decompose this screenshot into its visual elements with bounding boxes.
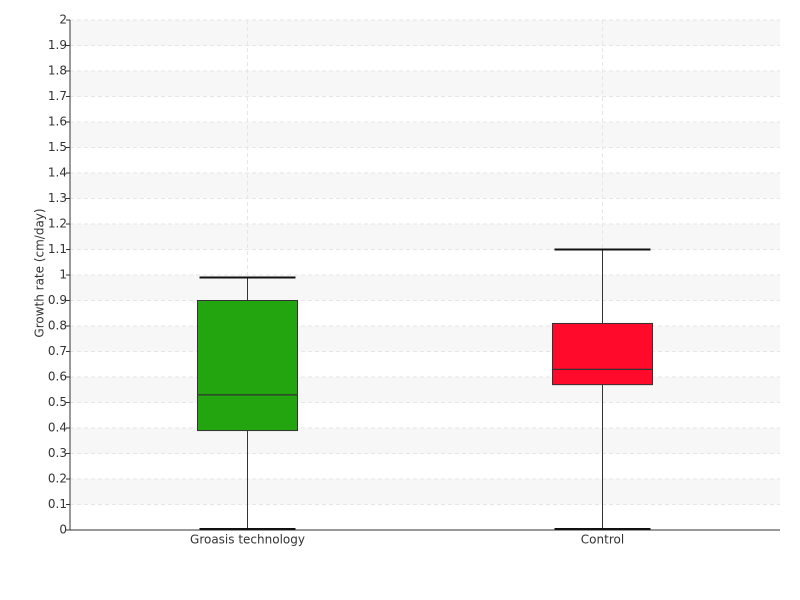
y-tick-label: 1.6: [48, 115, 67, 129]
y-tick-label: 1.3: [48, 191, 67, 205]
grid-band: [70, 20, 780, 46]
y-tick-label: 1.2: [48, 217, 67, 231]
box: [552, 322, 653, 386]
y-tick-label: 0.3: [48, 446, 67, 460]
x-tick-label: Control: [581, 533, 624, 547]
grid-band: [70, 428, 780, 454]
y-axis-label: Growth rate (cm/day): [33, 208, 47, 337]
y-tick-label: 0.9: [48, 293, 67, 307]
grid-band: [70, 71, 780, 97]
grid-band: [70, 377, 780, 403]
grid-band: [70, 122, 780, 148]
y-tick-label: 1.9: [48, 38, 67, 52]
y-tick-label: 1.5: [48, 140, 67, 154]
y-tick-label: 0.4: [48, 421, 67, 435]
grid-band: [70, 224, 780, 250]
grid-band: [70, 326, 780, 352]
y-tick-label: 0.1: [48, 497, 67, 511]
grid-band: [70, 479, 780, 505]
y-tick-label: 0: [59, 523, 67, 537]
grid-band: [70, 173, 780, 199]
y-tick-label: 2: [59, 13, 67, 27]
y-tick-label: 0.2: [48, 472, 67, 486]
box: [197, 300, 298, 432]
y-tick-label: 0.6: [48, 370, 67, 384]
y-tick-label: 1.8: [48, 64, 67, 78]
y-tick-label: 1: [59, 268, 67, 282]
y-tick-label: 1.7: [48, 89, 67, 103]
y-tick-label: 0.8: [48, 319, 67, 333]
y-tick-label: 1.1: [48, 242, 67, 256]
y-tick-label: 0.5: [48, 395, 67, 409]
x-tick-label: Groasis technology: [190, 533, 305, 547]
y-tick-label: 0.7: [48, 344, 67, 358]
y-tick-label: 1.4: [48, 166, 67, 180]
grid-band: [70, 275, 780, 301]
